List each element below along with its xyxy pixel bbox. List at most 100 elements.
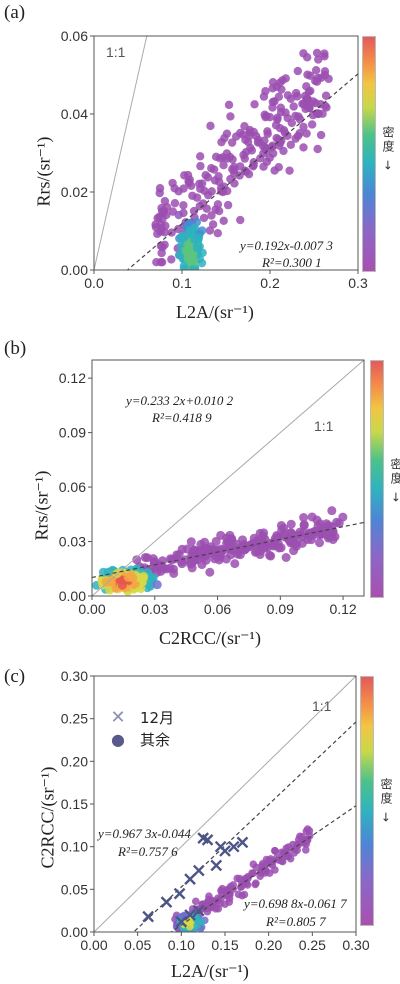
data-point <box>186 537 196 547</box>
density-colorbar <box>370 360 384 598</box>
regression-r2-1: R²=0.757 6 <box>118 844 178 859</box>
panel-label: (c) <box>4 666 26 687</box>
colorbar-label: 密度 → <box>381 126 395 172</box>
data-point <box>281 74 290 83</box>
data-point <box>307 120 317 129</box>
y-tick-label: 0.20 <box>61 753 88 769</box>
data-point <box>205 567 215 577</box>
data-point <box>185 922 194 931</box>
data-point <box>179 201 188 210</box>
data-point <box>189 206 199 216</box>
data-point <box>259 162 268 171</box>
data-point <box>314 109 323 119</box>
data-point <box>182 544 192 554</box>
one-to-one-label: 1:1 <box>106 44 126 60</box>
data-point <box>235 171 244 180</box>
legend-item-other: ● 其余 <box>108 728 174 750</box>
regression-equation: y=0.233 2x+0.010 2 <box>126 393 234 408</box>
y-tick-label: 0.06 <box>59 479 86 495</box>
density-colorbar <box>362 36 376 272</box>
data-point <box>246 143 255 153</box>
data-point <box>293 131 303 141</box>
data-point <box>192 897 200 906</box>
data-point <box>132 555 142 565</box>
data-point <box>199 213 209 223</box>
data-point <box>211 205 220 214</box>
data-point <box>283 91 293 100</box>
data-point <box>206 121 215 131</box>
one-to-one-line <box>94 676 356 932</box>
data-point <box>289 102 298 111</box>
data-point <box>248 869 256 877</box>
data-point <box>220 133 229 143</box>
data-point <box>123 572 133 582</box>
x-tick-label: 0.10 <box>168 937 195 953</box>
data-point <box>249 160 258 170</box>
data-point <box>283 131 292 140</box>
data-point <box>196 161 205 171</box>
data-point <box>294 530 304 540</box>
data-point <box>268 141 277 150</box>
x-axis-title: L2A/(sr⁻¹) <box>171 961 249 981</box>
data-point <box>218 884 227 893</box>
panel-b: (b) 0.00 0.03 0.06 0.09 0.12 0.00 0.03 0.06 0.09… <box>0 328 400 656</box>
data-point <box>211 152 221 162</box>
december-marker <box>236 836 249 849</box>
data-point <box>250 100 259 109</box>
scatter-plot-b: 0.00 0.03 0.06 0.09 0.12 0.00 0.03 0.06 0.09 0.12 <box>59 359 365 617</box>
data-point <box>307 512 317 522</box>
data-point <box>268 857 277 866</box>
plot-area <box>94 36 358 270</box>
y-axis-title: Rrs/(sr⁻¹) <box>31 470 52 541</box>
dot-marker-icon: ● <box>111 729 125 749</box>
data-point <box>296 832 304 841</box>
x-tick-label: 0.1 <box>172 275 192 291</box>
data-point <box>299 49 308 58</box>
data-point <box>286 140 296 149</box>
data-point <box>291 541 301 551</box>
data-point <box>287 118 297 128</box>
data-point <box>265 112 275 122</box>
data-point <box>282 844 291 853</box>
regression-equation-1: y=0.967 3x-0.044 <box>98 826 191 841</box>
data-point <box>159 206 169 216</box>
data-point <box>221 554 231 564</box>
plot-area <box>92 360 364 596</box>
data-point <box>174 224 183 234</box>
data-point <box>281 553 291 563</box>
data-point <box>174 250 184 260</box>
data-point <box>156 258 166 267</box>
x-tick-label: 0.30 <box>342 937 369 953</box>
y-tick-label: 0.00 <box>61 262 88 278</box>
december-marker <box>173 887 186 900</box>
data-point <box>142 553 152 563</box>
december-marker <box>219 845 231 857</box>
data-point <box>256 154 265 163</box>
data-point <box>207 211 216 220</box>
regression-line <box>126 73 358 270</box>
data-point <box>270 846 279 855</box>
data-point <box>277 85 286 94</box>
data-point <box>226 174 235 184</box>
data-point <box>249 860 258 869</box>
y-tick-label: 0.00 <box>61 924 88 940</box>
x-tick-label: 0.0 <box>84 275 104 291</box>
data-point <box>226 112 235 121</box>
data-point <box>245 125 255 135</box>
data-point <box>236 215 245 225</box>
data-point <box>210 554 220 564</box>
one-to-one-label: 1:1 <box>314 418 334 434</box>
cross-marker-icon: ✕ <box>110 706 126 728</box>
december-marker <box>142 910 154 923</box>
x-tick-label: 0.06 <box>204 601 231 617</box>
data-point <box>174 210 183 220</box>
data-point <box>179 184 188 193</box>
data-point <box>251 131 261 141</box>
plot-frame <box>91 359 365 597</box>
data-point <box>182 247 191 257</box>
data-point <box>234 890 243 899</box>
data-point <box>259 528 269 538</box>
data-point <box>314 55 323 64</box>
data-point <box>259 92 269 101</box>
colorbar-label: 密度 → <box>379 778 393 824</box>
